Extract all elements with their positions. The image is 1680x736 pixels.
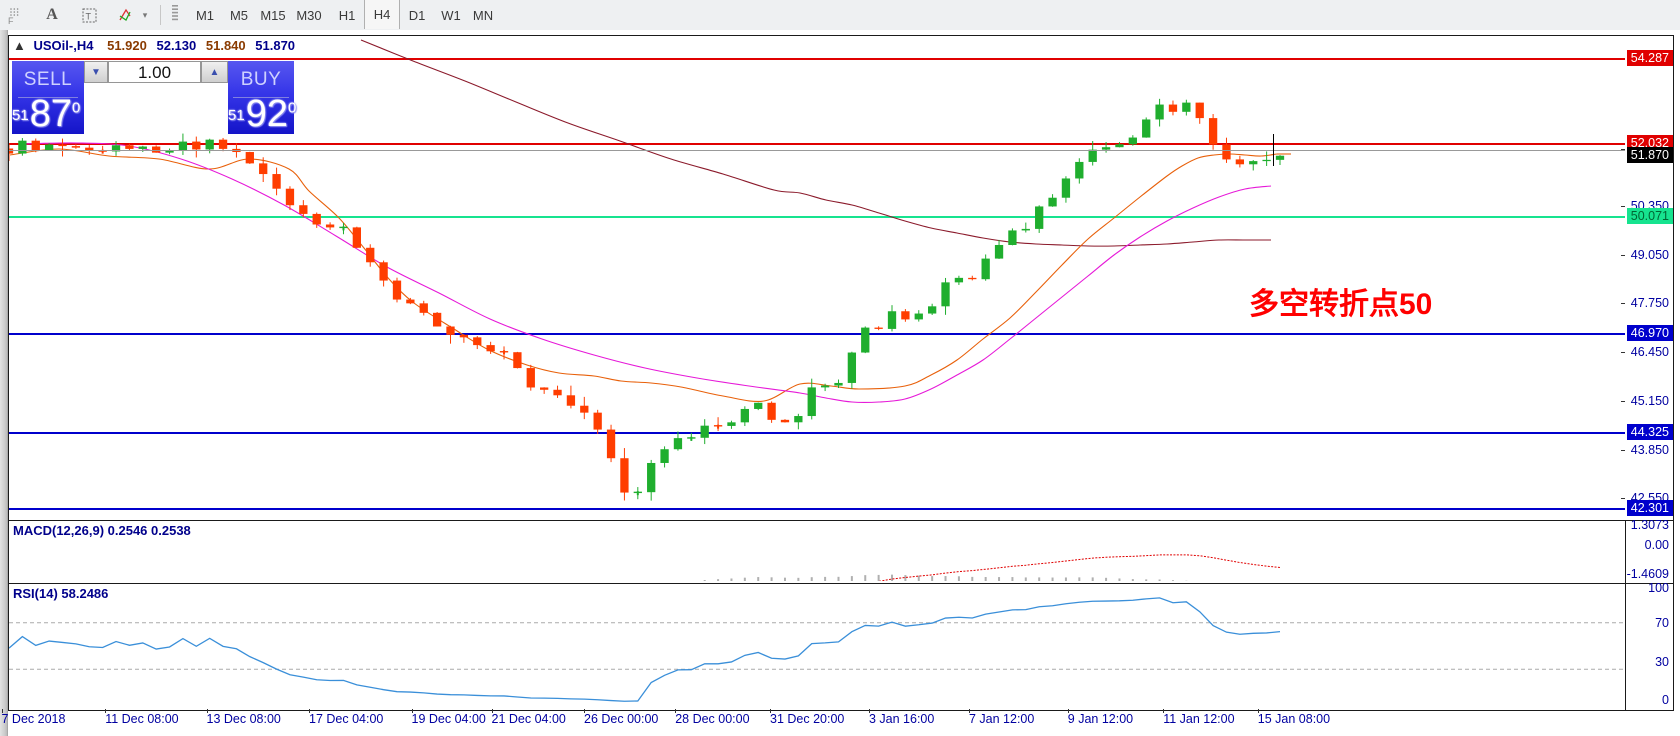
svg-text:T: T [85,11,91,21]
